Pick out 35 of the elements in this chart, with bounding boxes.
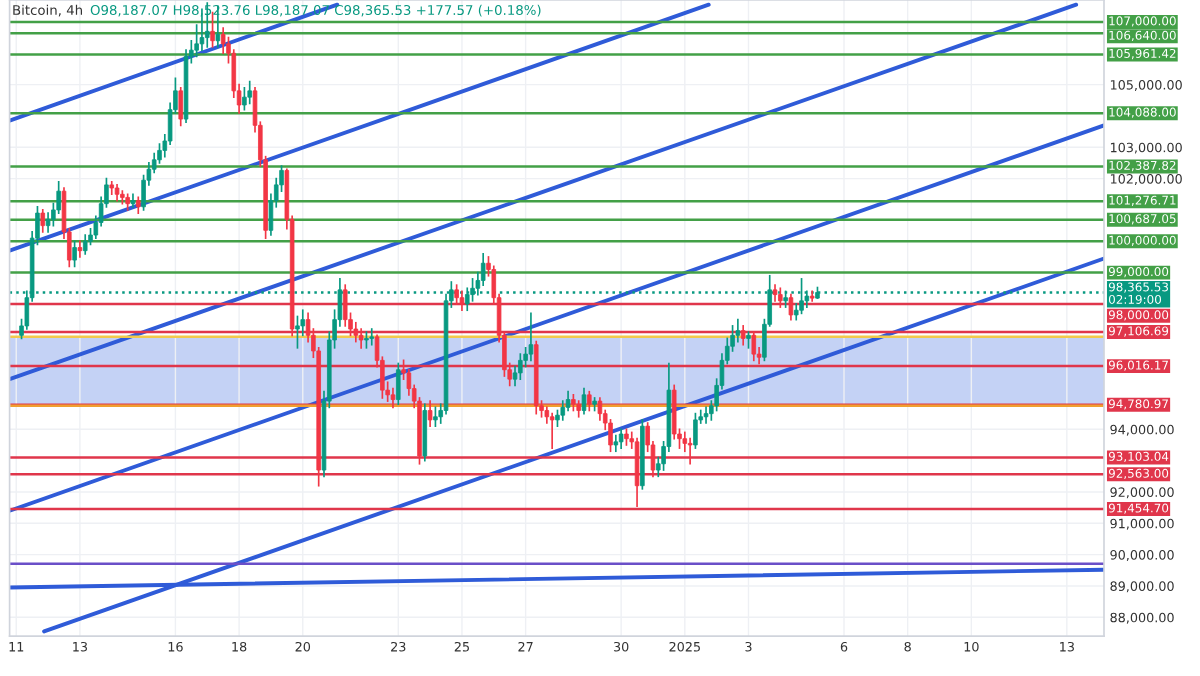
candlestick — [528, 312, 534, 362]
candlestick — [433, 406, 438, 428]
candlestick — [459, 290, 465, 312]
candlestick — [613, 434, 619, 453]
candlestick — [587, 390, 592, 412]
candlestick — [390, 387, 396, 409]
candlestick — [77, 240, 83, 258]
candlestick — [295, 315, 300, 349]
candlestick — [454, 284, 459, 305]
candlestick — [358, 328, 364, 349]
candlestick — [130, 193, 136, 208]
candlestick — [581, 387, 587, 415]
candlestick — [788, 293, 794, 321]
candlestick — [178, 86, 183, 127]
candlestick — [40, 209, 46, 233]
candlestick — [693, 412, 698, 449]
candlestick — [422, 403, 428, 462]
candlestick — [634, 437, 640, 507]
candlestick — [72, 240, 77, 268]
candlestick — [369, 328, 375, 346]
candlestick — [242, 86, 247, 111]
candlestick — [427, 400, 433, 428]
candlestick — [518, 353, 523, 380]
candlestick — [82, 234, 88, 255]
candlestick — [247, 80, 252, 105]
candlestick — [353, 321, 359, 343]
candlestick — [772, 284, 778, 302]
candlestick — [549, 412, 555, 449]
candlestick — [687, 437, 693, 465]
candlestick — [751, 331, 757, 362]
candlestick — [740, 325, 746, 346]
candlestick — [703, 406, 709, 424]
candlestick — [778, 287, 783, 308]
candlestick — [396, 362, 401, 406]
candlestick — [618, 428, 624, 449]
